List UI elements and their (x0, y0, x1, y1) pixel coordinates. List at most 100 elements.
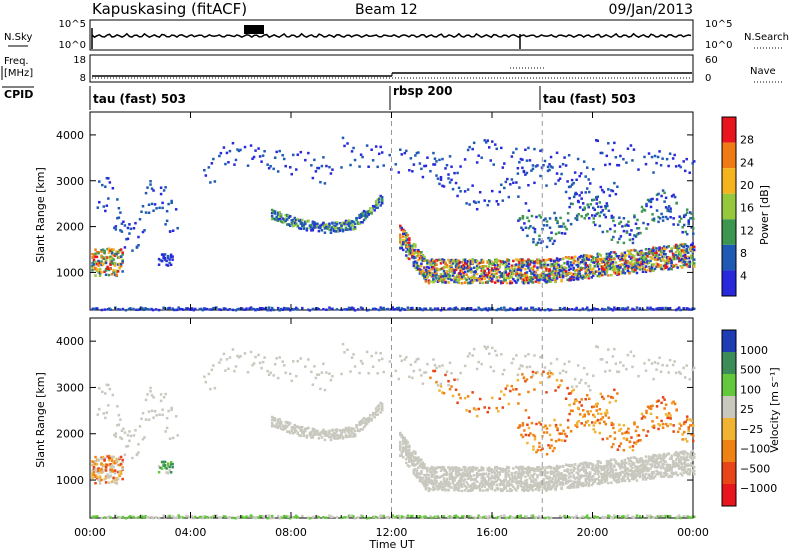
velocity-cell (302, 434, 306, 438)
power-cell (134, 221, 137, 225)
power-cell (633, 215, 636, 219)
power-cell (564, 190, 568, 194)
power-cell (334, 230, 337, 233)
power-cell (567, 268, 571, 272)
velocity-cell (311, 383, 315, 386)
power-cell (649, 200, 653, 204)
power-cell (371, 307, 375, 311)
power-cell (481, 271, 485, 274)
velocity-cell (115, 481, 118, 485)
power-cell (480, 308, 483, 312)
velocity-cell (113, 461, 117, 465)
velocity-cell (364, 421, 367, 425)
power-cell (352, 146, 355, 150)
power-cell (269, 308, 272, 312)
velocity-cell (405, 443, 408, 446)
power-cell (546, 165, 550, 169)
power-cell (370, 212, 373, 215)
velocity-cell (555, 473, 559, 476)
velocity-cell (411, 376, 414, 380)
velocity-cell (276, 376, 280, 380)
power-cell (566, 180, 569, 183)
power-cell (161, 201, 164, 205)
power-cell (135, 308, 138, 312)
power-cell (480, 272, 483, 276)
power-cell (210, 308, 214, 311)
power-cell (107, 251, 111, 255)
power-cell (564, 273, 568, 276)
power-cell (104, 258, 108, 262)
velocity-cell (406, 450, 410, 454)
power-cell (674, 250, 678, 254)
power-cell (248, 307, 251, 310)
power-cell (581, 267, 584, 270)
velocity-cell (582, 461, 586, 465)
velocity-cell (503, 487, 506, 491)
power-cell (690, 212, 693, 216)
velocity-cell (418, 476, 422, 479)
power-cell (665, 256, 669, 259)
velocity-cell (530, 486, 533, 489)
velocity-cell (405, 452, 408, 455)
velocity-cell (552, 483, 556, 486)
power-cell (118, 266, 121, 269)
power-cell (328, 228, 331, 232)
power-cell (94, 274, 97, 277)
power-cell (296, 153, 300, 156)
power-cell (420, 264, 423, 268)
velocity-cell (158, 413, 161, 416)
velocity-cell (367, 419, 370, 423)
velocity-cell (483, 485, 486, 488)
velocity-cell (591, 374, 595, 378)
velocity-cell (626, 353, 630, 357)
velocity-cell (555, 479, 559, 483)
velocity-cell (426, 477, 429, 480)
velocity-cell (335, 428, 339, 431)
velocity-cell (210, 368, 214, 372)
power-cell (688, 217, 692, 220)
velocity-cell (614, 475, 618, 478)
velocity-cell (447, 383, 450, 387)
power-cell (551, 166, 554, 169)
power-cell (613, 257, 616, 261)
power-cell (551, 242, 555, 245)
power-cell (459, 272, 462, 276)
velocity-cell (412, 369, 416, 373)
power-cell (516, 172, 520, 175)
power-cell (335, 230, 339, 233)
velocity-cell (613, 465, 616, 468)
power-cell (471, 260, 474, 264)
power-cell (454, 306, 458, 310)
velocity-cell (129, 434, 133, 438)
power-cell (352, 307, 355, 310)
power-cell (104, 209, 107, 213)
power-cell (474, 201, 477, 204)
velocity-cell (557, 479, 560, 483)
power-cell (545, 224, 549, 227)
power-cell (460, 270, 464, 274)
velocity-cell (112, 461, 115, 464)
power-cell (512, 259, 515, 263)
power-cell (299, 222, 303, 225)
power-cell (673, 246, 676, 249)
power-cell (623, 271, 627, 275)
velocity-cell (534, 483, 538, 487)
power-cell (634, 268, 637, 272)
velocity-cell (313, 429, 316, 432)
velocity-cell (501, 489, 505, 492)
velocity-cell (103, 457, 106, 460)
power-cell (535, 243, 538, 247)
velocity-cell (450, 372, 453, 375)
power-cell (414, 256, 417, 259)
velocity-cell (325, 434, 328, 437)
power-cell (563, 268, 566, 272)
velocity-cell (561, 369, 565, 372)
power-cell (231, 141, 235, 145)
velocity-cell (415, 476, 419, 479)
velocity-cell (322, 362, 325, 366)
power-cell (405, 254, 408, 257)
velocity-cell (462, 479, 465, 482)
power-cell (632, 268, 636, 271)
power-cell (585, 257, 589, 260)
power-cell (462, 265, 465, 269)
